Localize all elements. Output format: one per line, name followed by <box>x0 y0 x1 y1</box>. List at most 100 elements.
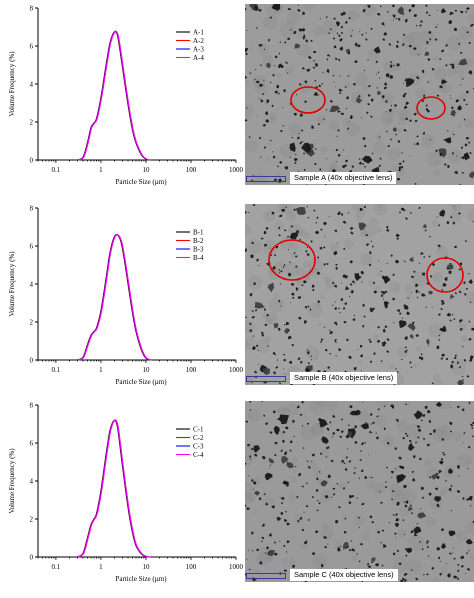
particle <box>449 63 452 66</box>
particle <box>417 53 420 56</box>
particle <box>330 28 332 31</box>
particle <box>348 501 352 504</box>
particle <box>436 94 439 97</box>
particle <box>454 170 458 175</box>
particle <box>390 64 393 68</box>
particle <box>373 352 376 355</box>
particle <box>377 408 380 411</box>
particle <box>409 439 412 443</box>
particle <box>344 302 347 306</box>
particle <box>297 296 301 299</box>
particle <box>376 415 379 418</box>
particle <box>288 335 292 340</box>
series-line-C-4 <box>77 419 151 558</box>
particle <box>365 32 367 34</box>
particle <box>395 17 398 20</box>
particle <box>323 536 327 539</box>
particle <box>284 229 287 232</box>
particle <box>321 338 324 342</box>
particle <box>335 323 338 326</box>
particle <box>280 305 282 307</box>
particle <box>439 572 442 576</box>
particle <box>394 532 397 535</box>
particle <box>427 546 429 549</box>
particle <box>417 436 420 439</box>
particle <box>315 477 319 481</box>
particle <box>254 454 258 457</box>
particle <box>376 436 379 440</box>
particle <box>418 206 421 210</box>
particle <box>426 338 430 345</box>
particle <box>301 485 304 488</box>
particle <box>334 306 337 310</box>
particle <box>448 270 452 275</box>
particle <box>405 346 407 349</box>
particle <box>349 405 353 409</box>
particle <box>246 558 248 560</box>
particle <box>263 230 267 235</box>
particle <box>283 544 286 548</box>
micrograph-image <box>245 4 474 185</box>
y-tick-label: 8 <box>30 5 34 13</box>
particle <box>469 152 472 155</box>
particle <box>246 30 248 31</box>
particle <box>273 65 275 67</box>
particle <box>410 366 413 369</box>
particle <box>303 511 305 513</box>
particle <box>319 168 322 171</box>
particle <box>254 309 257 312</box>
particle <box>455 99 459 103</box>
particle <box>469 279 473 282</box>
particle <box>315 148 317 150</box>
particle <box>384 325 388 328</box>
particle <box>385 290 388 293</box>
particle <box>414 143 416 145</box>
particle <box>313 92 318 96</box>
particle <box>257 115 259 117</box>
particle <box>339 38 343 42</box>
particle <box>260 99 264 103</box>
particle <box>344 86 347 88</box>
particle <box>371 432 373 434</box>
particle <box>293 208 296 212</box>
particle <box>299 238 301 241</box>
particle <box>418 356 421 359</box>
particle <box>307 305 310 308</box>
particle <box>437 23 439 25</box>
particle <box>335 263 338 266</box>
particle <box>431 382 434 385</box>
particle <box>306 422 310 425</box>
particle <box>441 49 445 53</box>
particle <box>458 366 461 369</box>
particle <box>280 130 283 133</box>
particle <box>386 225 389 229</box>
particle <box>364 475 367 479</box>
particle <box>282 125 284 127</box>
particle <box>375 60 378 64</box>
particle <box>410 211 412 214</box>
particle <box>452 552 454 554</box>
particle <box>349 548 351 552</box>
particle <box>289 261 291 263</box>
particle <box>276 432 279 435</box>
particle <box>362 303 365 307</box>
particle <box>327 474 331 479</box>
particle <box>362 184 366 185</box>
particle <box>422 272 426 276</box>
particle <box>281 496 285 500</box>
particle <box>458 212 461 215</box>
particle <box>468 273 470 275</box>
particle <box>267 345 269 347</box>
particle <box>396 309 401 312</box>
particle <box>398 465 403 469</box>
particle <box>376 530 380 534</box>
particle <box>336 32 339 35</box>
particle <box>266 313 269 317</box>
particle <box>421 548 424 551</box>
particle <box>436 216 438 218</box>
particle <box>324 236 326 238</box>
particle <box>297 136 300 140</box>
particle <box>406 77 415 88</box>
particle <box>336 428 341 432</box>
particle <box>302 528 305 532</box>
